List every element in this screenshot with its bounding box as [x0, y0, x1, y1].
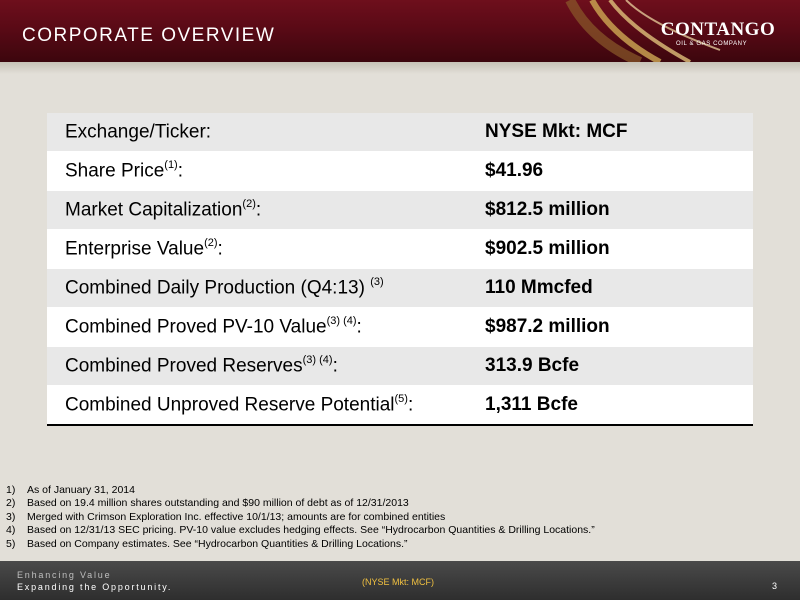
row-value: $812.5 million — [485, 190, 753, 230]
row-label: Combined Proved Reserves(3) (4): — [47, 346, 485, 386]
footnote: 1) As of January 31, 2014 — [6, 484, 135, 496]
row-value: 110 Mmcfed — [485, 268, 753, 308]
tagline-line-2: Expanding the Opportunity. — [17, 582, 173, 592]
table-row: Combined Unproved Reserve Potential(5): … — [47, 385, 753, 426]
row-label: Combined Proved PV-10 Value(3) (4): — [47, 307, 485, 347]
company-logo: CONTANGO OIL & GAS COMPANY — [648, 19, 788, 48]
row-value: NYSE Mkt: MCF — [485, 113, 753, 152]
row-value: $41.96 — [485, 151, 753, 191]
header-shadow — [0, 62, 800, 74]
footnotes: 1) As of January 31, 2014 2) Based on 19.4… — [6, 484, 595, 551]
row-label: Combined Daily Production (Q4:13) (3) — [47, 268, 485, 308]
logo-name: CONTANGO — [660, 19, 776, 40]
page-number: 3 — [772, 581, 778, 591]
row-label: Exchange/Ticker: — [47, 113, 485, 152]
table-row: Combined Proved PV-10 Value(3) (4): $987… — [47, 307, 753, 347]
table-row: Enterprise Value(2): $902.5 million — [47, 229, 753, 269]
table-row: Share Price(1): $41.96 — [47, 151, 753, 191]
row-label: Market Capitalization(2): — [47, 190, 485, 230]
row-value: 1,311 Bcfe — [485, 385, 753, 426]
footnote: 3) Merged with Crimson Exploration Inc. e… — [6, 510, 446, 523]
footer-ticker: (NYSE Mkt: MCF) — [362, 577, 434, 587]
table-row: Combined Proved Reserves(3) (4): 313.9 B… — [47, 346, 753, 386]
row-label: Combined Unproved Reserve Potential(5): — [47, 385, 485, 426]
row-value: $902.5 million — [485, 229, 753, 269]
tagline-line-1: Enhancing Value — [17, 570, 112, 580]
row-value: $987.2 million — [485, 307, 753, 347]
table-row: Exchange/Ticker: NYSE Mkt: MCF — [47, 113, 753, 152]
header-bar: CORPORATE OVERVIEW CONTANGO OIL & GAS CO… — [0, 0, 800, 62]
row-label: Enterprise Value(2): — [47, 229, 485, 269]
footer-bar: Enhancing Value Expanding the Opportunit… — [0, 561, 800, 600]
footnote: 2) Based on 19.4 million shares outstandi… — [6, 497, 409, 510]
decorative-arcs — [565, 0, 721, 62]
page-title: CORPORATE OVERVIEW — [22, 25, 276, 46]
logo-subtitle: OIL & GAS COMPANY — [676, 41, 748, 47]
footnote: 4) Based on 12/31/13 SEC pricing. PV-10 v… — [6, 524, 595, 537]
overview-table: Exchange/Ticker: NYSE Mkt: MCF Share Pri… — [47, 113, 753, 426]
table-row: Combined Daily Production (Q4:13) (3) 11… — [47, 268, 753, 308]
row-label: Share Price(1): — [47, 151, 485, 191]
row-value: 313.9 Bcfe — [485, 346, 753, 386]
table-row: Market Capitalization(2): $812.5 million — [47, 190, 753, 230]
footnote: 5) Based on Company estimates. See “Hydro… — [6, 537, 408, 550]
